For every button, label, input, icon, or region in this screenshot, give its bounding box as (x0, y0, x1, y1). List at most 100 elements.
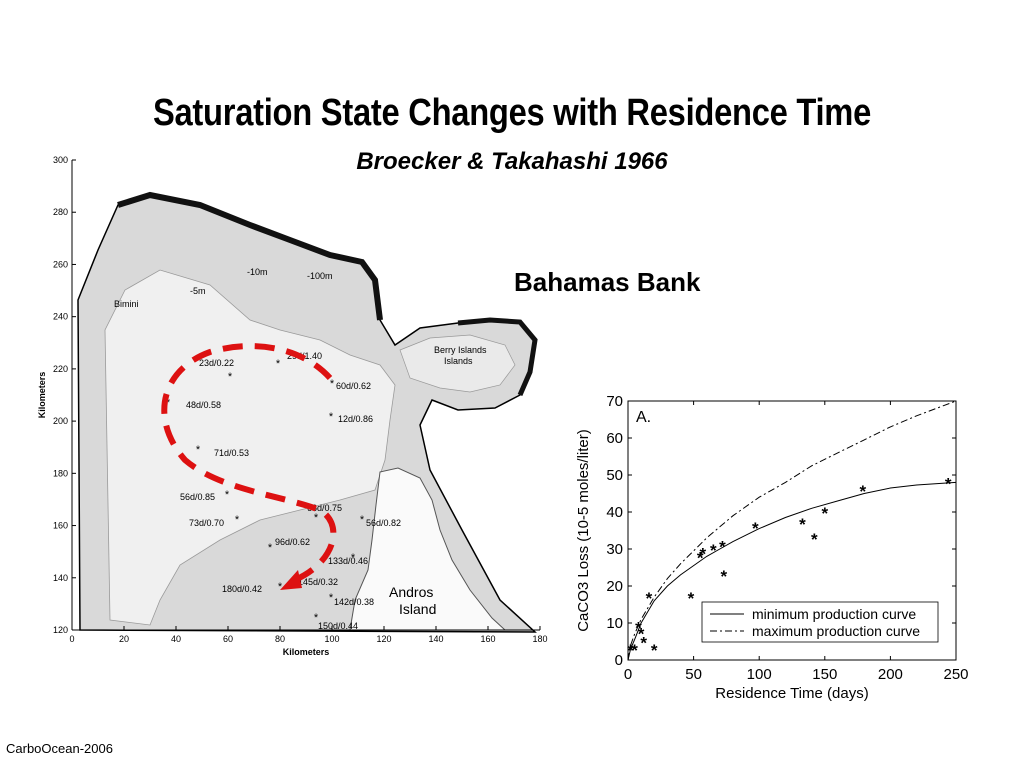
deep-water-edge (117, 191, 383, 321)
andros-island (349, 467, 507, 631)
chart-data-point: * (699, 545, 706, 564)
chart-y-tick-label: 0 (615, 652, 623, 669)
chart-panel-label: A. (636, 409, 651, 426)
flow-path-arrow (161, 343, 337, 585)
map-station-marker: * (268, 542, 273, 554)
map-station-label: 96d/0.62 (275, 537, 310, 547)
map-contour-10m: -10m (247, 267, 268, 277)
map-x-axis-label: Kilometers (283, 647, 330, 657)
map-station-label: 56d/0.85 (180, 492, 215, 502)
map-station-marker: * (351, 552, 356, 564)
map-place-andros-2: Island (399, 601, 436, 617)
map-y-tick-label: 140 (53, 573, 68, 583)
chart-data-point: * (752, 519, 759, 538)
map-station-marker: * (291, 583, 296, 595)
map-station-label: 133d/0.46 (328, 556, 368, 566)
chart-data-point: * (697, 548, 704, 567)
map-y-tick-label: 180 (53, 468, 68, 478)
map-y-tick-label: 120 (53, 625, 68, 635)
map-y-tick-label: 300 (53, 155, 68, 165)
chart-x-tick-label: 150 (812, 666, 837, 683)
chart-data-point: * (719, 537, 726, 556)
chart-data-point: * (821, 504, 828, 523)
map-x-tick-label: 60 (223, 634, 233, 644)
chart-data-point: * (710, 541, 717, 560)
chart-data-point: * (631, 641, 638, 660)
slide-title: Saturation State Changes with Residence … (152, 92, 872, 134)
map-station-label: 145d/0.32 (298, 577, 338, 587)
chart-data-point: * (646, 589, 653, 608)
map-station-label: 66d/0.75 (307, 503, 342, 513)
berry-islands-shelf (399, 334, 516, 393)
map-x-tick-label: 20 (119, 634, 129, 644)
map-station-label: 71d/0.53 (214, 448, 249, 458)
chart-x-tick-label: 200 (878, 666, 903, 683)
map-y-tick-label: 260 (53, 259, 68, 269)
map-station-marker: * (314, 612, 319, 624)
chart-legend-label: minimum production curve (752, 606, 916, 622)
map-x-tick-label: 100 (324, 634, 339, 644)
chart-y-tick-label: 30 (606, 541, 623, 558)
footer-text: CarboOcean-2006 (6, 741, 113, 756)
chart-data-point: * (945, 474, 952, 493)
chart-legend (701, 601, 939, 643)
map-station-marker: * (360, 514, 365, 526)
map-station-marker: * (276, 358, 281, 370)
chart-x-tick-label: 50 (685, 666, 702, 683)
map-place-berry: Berry Islands (434, 345, 487, 355)
map-station-marker: * (228, 371, 233, 383)
map-x-tick-label: 120 (376, 634, 391, 644)
chart-y-tick-label: 60 (606, 430, 623, 447)
chart-data-point: * (811, 530, 818, 549)
map-station-marker: * (329, 592, 334, 604)
bank-inner-shallows (104, 269, 396, 626)
map-x-tick-label: 140 (428, 634, 443, 644)
chart-series-line-0 (627, 481, 957, 661)
region-label: Bahamas Bank (514, 267, 701, 297)
chart-x-tick-label: 100 (747, 666, 772, 683)
map-station-marker: * (329, 411, 334, 423)
chart-y-tick-label: 50 (606, 467, 623, 484)
map-station-marker: * (225, 489, 230, 501)
map-station-label: 150d/0.44 (318, 621, 358, 631)
map-station-label: 60d/0.62 (336, 381, 371, 391)
chart-data-point: * (627, 641, 634, 660)
chart-data-point: * (638, 624, 645, 643)
map-station-marker: * (278, 581, 283, 593)
map-station-label: 142d/0.38 (334, 597, 374, 607)
chart-data-point: * (688, 589, 695, 608)
chart-x-tick-label: 250 (943, 666, 968, 683)
map-station-label: 23d/0.22 (199, 358, 234, 368)
map-station-label: 73d/0.70 (189, 518, 224, 528)
chart-x-axis-label: Residence Time (days) (715, 685, 868, 702)
map-y-axis-label: Kilometers (37, 372, 47, 419)
deep-water-edge-east (457, 317, 538, 396)
chart-y-axis-label: CaCO3 Loss (10-5 moles/liter) (575, 429, 592, 632)
chart-y-tick-label: 20 (606, 578, 623, 595)
map-station-marker: * (235, 514, 240, 526)
map-station-marker: * (166, 397, 171, 409)
map-y-tick-label: 240 (53, 312, 68, 322)
map-contour-100m: -100m (307, 271, 333, 281)
chart-data-point: * (799, 515, 806, 534)
chart-data-point: * (640, 634, 647, 653)
chart-legend-label: maximum production curve (752, 623, 920, 639)
map-x-tick-label: 40 (171, 634, 181, 644)
chart-data-point: * (635, 619, 642, 638)
map-x-tick-label: 160 (480, 634, 495, 644)
map-x-tick-label: 0 (69, 634, 74, 644)
map-station-label: 48d/0.58 (186, 400, 221, 410)
slide-subtitle: Broecker & Takahashi 1966 (356, 148, 668, 175)
chart-data-point: * (720, 567, 727, 586)
flow-path-arrowhead (280, 570, 302, 590)
map-place-andros: Andros (389, 584, 433, 600)
chart-y-tick-label: 10 (606, 615, 623, 632)
map-y-tick-label: 200 (53, 416, 68, 426)
map-place-berry-2: Islands (444, 356, 473, 366)
map-station-label: 56d/0.82 (366, 518, 401, 528)
map-station-marker: * (196, 444, 201, 456)
map-station-label: 12d/0.86 (338, 414, 373, 424)
chart-data-point: * (651, 641, 658, 660)
map-contour-5m: -5m (190, 286, 206, 296)
